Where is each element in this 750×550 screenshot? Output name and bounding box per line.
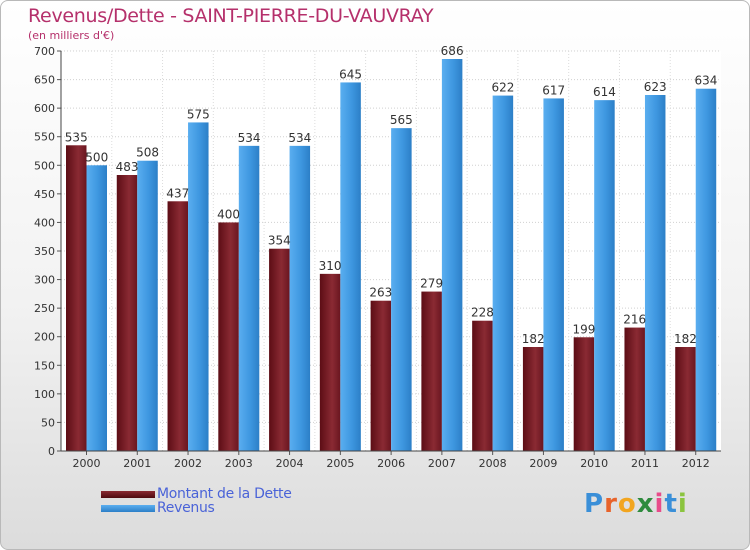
y-tick-label: 600 — [34, 102, 55, 115]
data-label-revenus: 622 — [491, 81, 514, 95]
legend-swatch-debt — [101, 491, 155, 498]
data-label-dette: 216 — [623, 313, 646, 327]
y-tick-label: 300 — [34, 274, 55, 287]
y-tick-label: 0 — [48, 445, 55, 458]
data-label-revenus: 645 — [339, 67, 362, 81]
proxiti-logo: Proxiti — [584, 489, 688, 519]
chart-title: Revenus/Dette - SAINT-PIERRE-DU-VAUVRAY — [28, 5, 434, 27]
bar-dette — [573, 337, 595, 451]
bar-dette — [624, 327, 645, 451]
y-tick-label: 100 — [34, 388, 55, 401]
bar-revenus — [391, 128, 412, 451]
data-label-dette: 199 — [572, 322, 595, 336]
y-tick-label: 150 — [34, 359, 55, 372]
y-tick-label: 350 — [34, 245, 55, 258]
x-tick-label: 2012 — [682, 457, 710, 470]
bar-dette — [218, 222, 239, 451]
bar-dette — [675, 347, 696, 451]
bar-revenus — [543, 98, 564, 451]
x-tick-label: 2006 — [377, 457, 405, 470]
y-tick-label: 200 — [34, 331, 55, 344]
data-label-revenus: 500 — [85, 150, 108, 164]
bar-dette — [370, 300, 392, 451]
logo-letter: P — [584, 489, 605, 519]
logo-letter: t — [664, 489, 678, 519]
x-tick-label: 2003 — [225, 457, 253, 470]
logo-letter: i — [677, 489, 688, 519]
bar-revenus — [441, 59, 463, 451]
x-tick-label: 2000 — [73, 457, 101, 470]
y-tick-label: 250 — [34, 302, 55, 315]
x-tick-label: 2009 — [529, 457, 557, 470]
bar-revenus — [492, 95, 514, 452]
data-label-revenus: 575 — [187, 107, 210, 121]
x-tick-label: 2011 — [631, 457, 659, 470]
data-label-dette: 535 — [65, 130, 88, 144]
data-label-dette: 182 — [522, 332, 545, 346]
data-label-dette: 354 — [268, 234, 291, 248]
logo-letter: r — [604, 489, 618, 519]
y-tick-label: 650 — [34, 74, 55, 87]
chart-subtitle: (en milliers d'€) — [28, 29, 115, 42]
data-label-revenus: 617 — [542, 83, 565, 97]
bar-dette — [269, 248, 290, 451]
legend-label-revenus: Revenus — [157, 500, 215, 516]
bar-revenus — [137, 160, 158, 451]
legend-label-debt: Montant de la Dette — [157, 486, 292, 502]
x-tick-label: 2004 — [276, 457, 304, 470]
bar-revenus — [695, 88, 717, 451]
bar-dette — [319, 273, 341, 451]
bar-dette — [66, 145, 87, 452]
logo-letter: x — [636, 489, 655, 519]
data-label-revenus: 508 — [136, 146, 159, 160]
data-label-dette: 310 — [319, 259, 342, 273]
bar-dette — [522, 347, 544, 451]
legend-swatch-revenus — [101, 505, 155, 512]
bar-dette — [167, 201, 189, 451]
bar-revenus — [86, 165, 107, 452]
x-tick-label: 2005 — [326, 457, 354, 470]
data-label-dette: 483 — [116, 160, 139, 174]
y-tick-label: 700 — [34, 45, 55, 58]
bar-revenus — [340, 82, 361, 451]
data-label-revenus: 623 — [644, 80, 667, 94]
x-tick-label: 2007 — [428, 457, 456, 470]
bar-revenus — [594, 100, 615, 452]
y-tick-label: 400 — [34, 216, 55, 229]
data-label-revenus: 565 — [390, 113, 413, 127]
bar-dette — [116, 175, 138, 451]
data-label-dette: 182 — [674, 332, 697, 346]
data-label-dette: 400 — [217, 207, 240, 221]
data-label-revenus: 686 — [441, 44, 464, 58]
logo-letter: o — [617, 489, 637, 519]
y-tick-label: 550 — [34, 131, 55, 144]
data-label-dette: 228 — [471, 306, 494, 320]
x-tick-label: 2001 — [123, 457, 151, 470]
bar-revenus — [238, 145, 260, 451]
y-tick-label: 50 — [41, 416, 55, 429]
x-tick-label: 2010 — [580, 457, 608, 470]
x-tick-label: 2002 — [174, 457, 202, 470]
data-label-revenus: 634 — [695, 74, 718, 88]
data-label-revenus: 534 — [238, 131, 261, 145]
data-label-dette: 437 — [166, 186, 189, 200]
logo-letter: i — [654, 489, 665, 519]
y-tick-label: 500 — [34, 159, 55, 172]
bar-dette — [472, 320, 493, 451]
bar-dette — [421, 291, 442, 451]
y-tick-label: 450 — [34, 188, 55, 201]
bar-revenus — [644, 95, 666, 451]
bar-revenus — [289, 145, 311, 451]
x-tick-label: 2008 — [479, 457, 507, 470]
data-label-revenus: 534 — [288, 131, 311, 145]
data-label-dette: 263 — [369, 286, 392, 300]
data-label-dette: 279 — [420, 277, 443, 291]
bar-revenus — [188, 122, 209, 451]
data-label-revenus: 614 — [593, 85, 616, 99]
